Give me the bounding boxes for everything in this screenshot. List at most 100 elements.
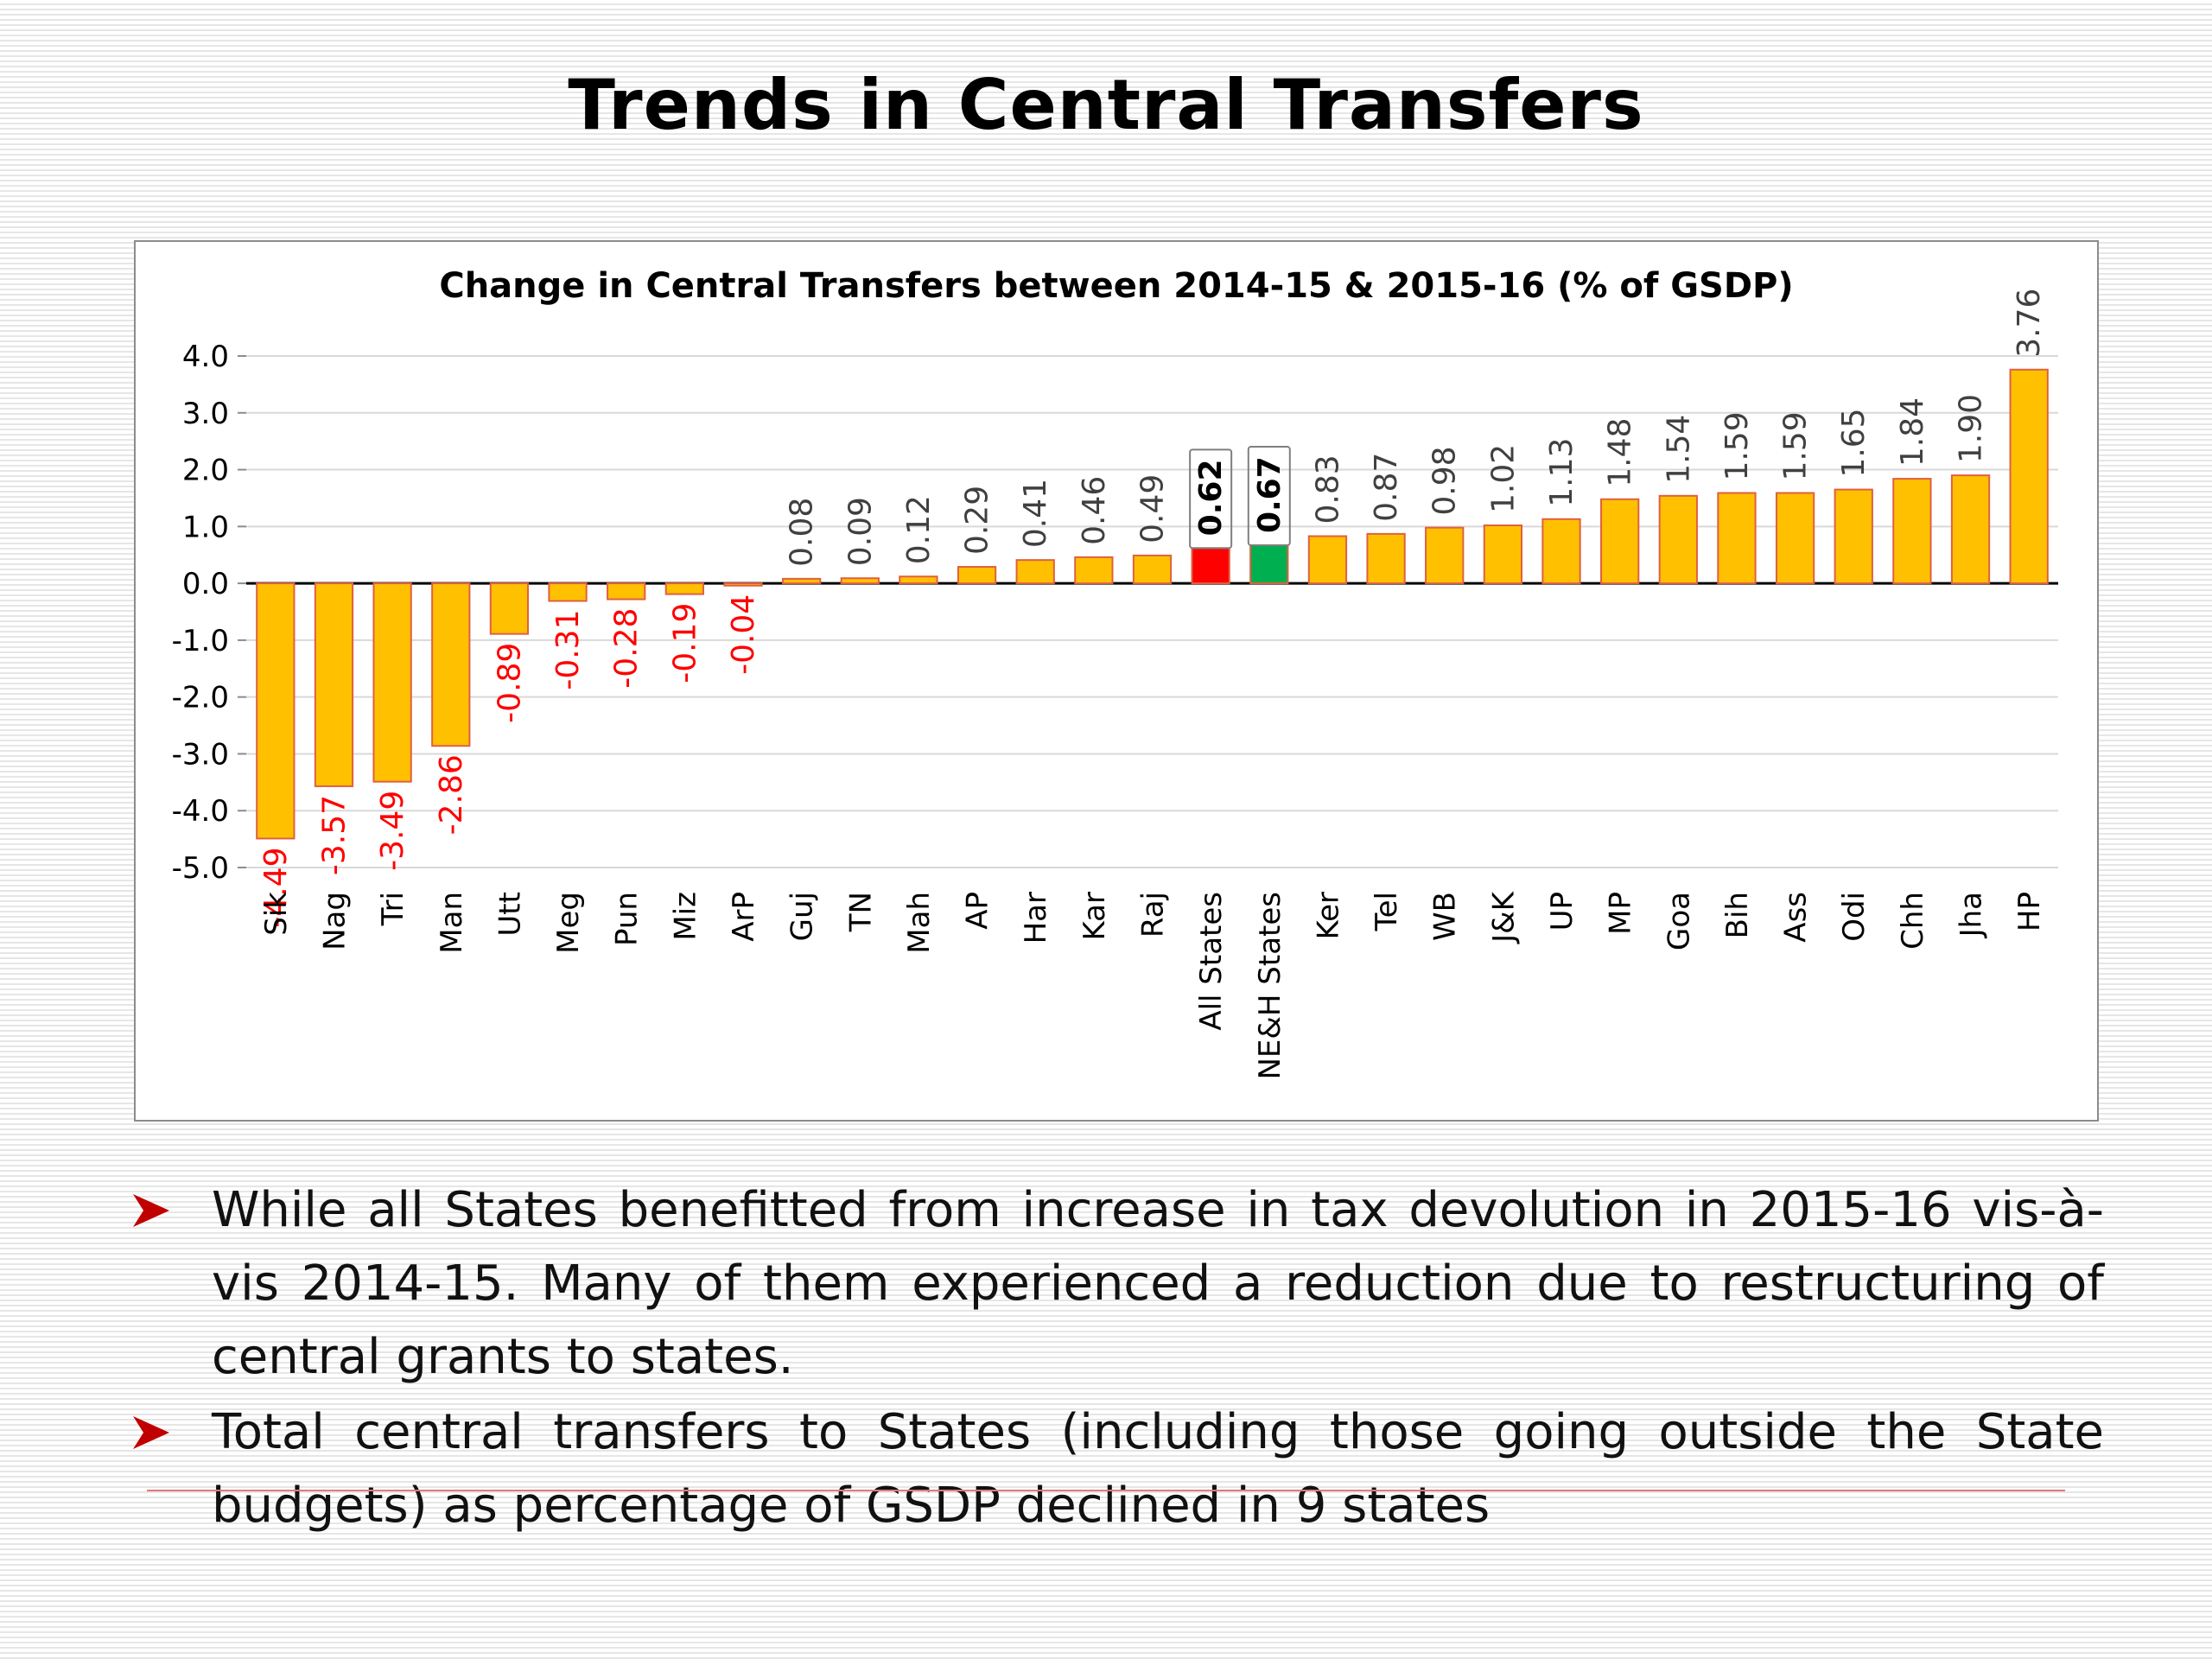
x-category-label: UP	[1545, 892, 1580, 931]
data-label: 0.87	[1369, 453, 1404, 522]
bar-pun	[607, 582, 646, 601]
x-category-label: Odi	[1837, 892, 1872, 942]
bar-odi	[1834, 488, 1873, 585]
x-category-label: Nag	[317, 892, 352, 950]
bar-man	[431, 582, 471, 747]
bar-tel	[1366, 532, 1406, 585]
bar-all-states	[1191, 547, 1230, 585]
bullet-text-1: While all States benefitted from increas…	[212, 1182, 2104, 1385]
x-category-label: Guj	[785, 892, 820, 941]
data-label-box	[1247, 446, 1291, 547]
x-category-label: Tri	[376, 892, 410, 926]
x-category-label: Tel	[1370, 892, 1404, 931]
data-label-box	[1189, 448, 1233, 550]
data-label: 1.13	[1544, 438, 1580, 507]
data-label: -3.57	[316, 795, 352, 875]
x-category-label: Goa	[1662, 892, 1696, 950]
bar-mah	[899, 575, 938, 585]
data-label: 0.29	[960, 486, 995, 555]
x-category-label: Man	[435, 892, 469, 954]
bar-ne-h-states	[1249, 544, 1289, 585]
data-label: 0.09	[842, 497, 878, 566]
data-label: 0.08	[785, 498, 820, 567]
y-tick-label: -2.0	[172, 681, 229, 715]
bar-tri	[372, 582, 412, 783]
bar-nag	[314, 582, 354, 787]
bar-hp	[2009, 368, 2049, 585]
bar-up	[1541, 518, 1581, 585]
data-label: -4.49	[258, 847, 294, 927]
data-label: 1.90	[1954, 394, 1989, 463]
data-label: 0.98	[1427, 446, 1463, 515]
x-category-label: ArP	[727, 892, 761, 942]
data-label: 0.67	[1252, 456, 1287, 533]
bar-bih	[1717, 492, 1757, 585]
x-category-label: Miz	[668, 892, 702, 941]
x-category-label: All States	[1194, 892, 1229, 1031]
x-category-label: Utt	[493, 892, 527, 937]
data-label: 1.59	[1719, 411, 1755, 480]
data-label: -0.19	[667, 603, 702, 683]
x-category-label: TN	[843, 892, 878, 932]
bar-guj	[781, 577, 822, 585]
data-label: 0.12	[901, 495, 937, 564]
x-category-label: Har	[1019, 892, 1053, 944]
bar-meg	[548, 582, 588, 602]
data-label: 0.62	[1193, 460, 1229, 537]
x-category-label: Pun	[610, 892, 645, 946]
data-label: -0.04	[726, 594, 761, 675]
data-label: -0.28	[609, 608, 645, 689]
data-label: -0.31	[550, 610, 586, 690]
data-label: -3.49	[375, 791, 410, 871]
bar-mp	[1600, 498, 1640, 585]
data-label: 1.02	[1485, 444, 1521, 513]
data-label: 0.46	[1077, 476, 1112, 545]
bar-chart: Change in Central Transfers between 2014…	[172, 266, 2058, 1080]
data-label: 3.76	[2012, 289, 2047, 358]
data-label: 1.84	[1895, 397, 1930, 467]
data-label: 1.65	[1836, 408, 1872, 477]
y-tick-label: -5.0	[172, 851, 229, 886]
data-labels: -4.49 -3.57 -3.49 -2.86 -0.89 -0.31 -0.28 -0.19…	[258, 289, 2047, 928]
data-label: -2.86	[434, 754, 469, 835]
data-label: 0.41	[1018, 479, 1053, 548]
y-tick-label: -3.0	[172, 737, 229, 772]
data-label: 0.49	[1135, 474, 1171, 543]
x-axis-labels: Sik Nag Tri Man Utt Meg Pun Miz ArP Guj TN Mah AP Har…	[259, 890, 2047, 1079]
x-category-label: Jha	[1955, 892, 1989, 938]
bar-ap	[957, 566, 997, 585]
y-tick-label: 3.0	[182, 397, 229, 431]
bar-wb	[1425, 526, 1465, 585]
bar-j-k	[1483, 524, 1523, 585]
bars	[256, 368, 2049, 840]
chart-title: Change in Central Transfers between 2014…	[439, 266, 1793, 306]
bar-miz	[664, 582, 704, 595]
bar-sik	[256, 582, 296, 840]
bar-arp	[723, 582, 763, 587]
data-label: 1.48	[1603, 418, 1638, 487]
bar-raj	[1132, 554, 1173, 585]
chart-frame: Change in Central Transfers between 2014…	[134, 240, 2099, 1122]
divider-line	[147, 1490, 2065, 1491]
bar-ass	[1775, 492, 1815, 585]
x-category-label: Raj	[1136, 892, 1171, 938]
arrow-bullet-icon	[133, 1194, 169, 1227]
x-category-label: Ass	[1779, 892, 1814, 943]
bar-goa	[1658, 494, 1698, 585]
x-category-label: Mah	[902, 892, 937, 954]
data-label: 0.83	[1310, 454, 1345, 524]
bar-kar	[1074, 556, 1114, 585]
y-axis-ticks: 4.0 3.0 2.0 1.0 0.0 -1.0 -2.0 -3.0 -4.0 -5.0	[172, 340, 229, 886]
arrow-bullet-icon	[133, 1416, 169, 1449]
y-tick-label: -4.0	[172, 794, 229, 829]
x-category-label: MP	[1604, 892, 1638, 935]
x-category-label: Meg	[551, 892, 586, 954]
data-label: 1.54	[1661, 415, 1696, 484]
slide-title: Trends in Central Transfers	[568, 65, 1644, 145]
data-label: -0.89	[492, 643, 527, 723]
x-category-label: HP	[2012, 892, 2047, 931]
x-category-label: Sik	[259, 892, 294, 936]
y-tick-label: 4.0	[182, 340, 229, 374]
bar-tn	[840, 577, 880, 585]
bar-chh	[1892, 478, 1932, 585]
